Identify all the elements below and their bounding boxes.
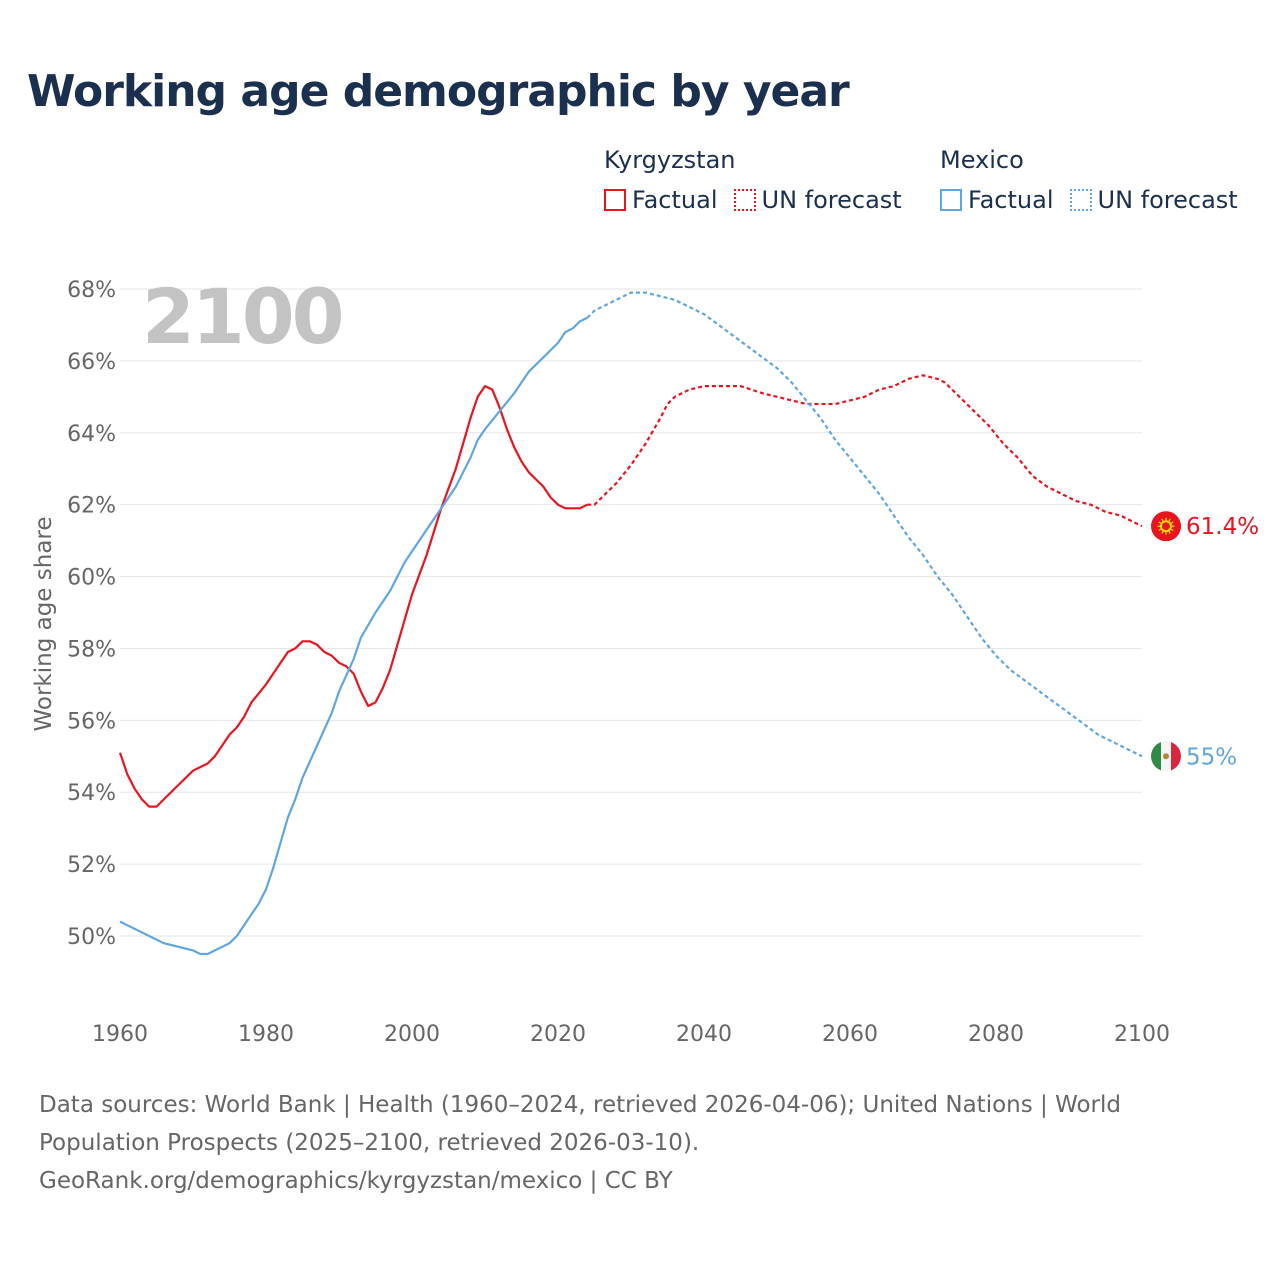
x-tick-label: 1980 [238,1022,294,1047]
kyrgyzstan-end-label: 61.4% [1186,514,1259,540]
x-tick-label: 1960 [92,1022,148,1047]
series-lines [118,291,1143,956]
footer-credit[interactable]: GeoRank.org/demographics/kyrgyzstan/mexi… [39,1168,673,1194]
legend-mexico: Mexico Factual UN forecast [940,145,1254,215]
legend-item-label: Factual [632,186,718,214]
kyrgyzstan-flag-icon [1151,511,1181,542]
chart-title: Working age demographic by year [27,66,850,117]
y-tick-label: 66% [67,350,116,375]
kyrgyzstan-forecast-line[interactable] [587,374,1143,528]
y-tick-label: 50% [67,925,116,950]
x-tick-label: 2040 [676,1022,732,1047]
mexico-flag-icon [1151,741,1181,772]
x-tick-label: 2080 [968,1022,1024,1047]
axis-ticks: 50% 52% 54% 56% 58% 60% 62% 64% 66% 68% 1960 1980 20… [67,278,1170,1047]
y-tick-label: 68% [67,278,116,303]
footer: Data sources: World Bank | Health (1960–… [39,1086,1179,1200]
legend-solid-swatch [940,189,962,211]
footer-sources-line1: Data sources: World Bank | Health (1960–… [39,1092,1121,1118]
legend-dotted-swatch [733,189,756,211]
y-tick-label: 58% [67,637,116,662]
legend-kyrgyzstan: Kyrgyzstan Factual UN forecast [604,145,918,215]
legend-country-label: Mexico [940,146,1024,174]
legend-solid-swatch [604,189,626,211]
y-tick-label: 64% [67,422,116,447]
y-tick-label: 56% [67,709,116,734]
grid-lines [120,288,1142,937]
line-chart: 50% 52% 54% 56% 58% 60% 62% 64% 66% 68% 1960 1980 20… [31,272,1259,1047]
mexico-factual-line[interactable] [119,316,588,956]
mexico-forecast-line[interactable] [586,291,1143,758]
y-tick-label: 62% [67,494,116,519]
mexico-end-label: 55% [1186,744,1237,770]
y-tick-label: 60% [67,566,116,591]
legend-country-label: Kyrgyzstan [604,146,736,174]
legend-mexico-factual[interactable]: Factual [940,186,1054,214]
y-tick-label: 54% [67,781,116,806]
legend-kyrgyzstan-factual[interactable]: Factual [604,186,718,214]
kyrgyzstan-factual-line[interactable] [118,385,588,808]
y-axis-label: Working age share [31,516,57,731]
footer-sources-line2: Population Prospects (2025–2100, retriev… [39,1130,700,1156]
series-end-markers: 61.4% 55% [1151,511,1259,772]
legend-item-label: UN forecast [761,186,902,214]
x-tick-label: 2060 [822,1022,878,1047]
x-tick-label: 2020 [530,1022,586,1047]
legend-kyrgyzstan-forecast[interactable]: UN forecast [733,186,902,214]
year-watermark: 2100 [142,272,342,361]
legend-item-label: UN forecast [1097,186,1238,214]
legend-dotted-swatch [1069,189,1092,211]
legend-item-label: Factual [968,186,1054,214]
legend-mexico-forecast[interactable]: UN forecast [1069,186,1238,214]
x-tick-label: 2100 [1114,1022,1170,1047]
y-tick-label: 52% [67,853,116,878]
x-tick-label: 2000 [384,1022,440,1047]
